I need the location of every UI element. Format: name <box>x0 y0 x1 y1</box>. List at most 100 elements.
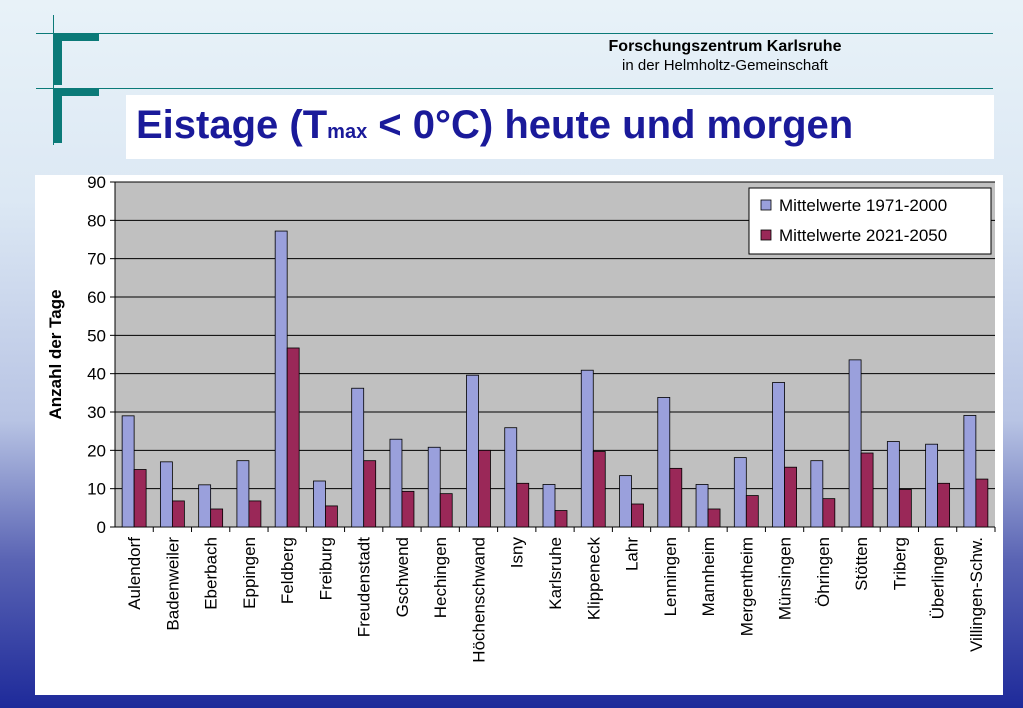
bar-series1 <box>198 484 212 528</box>
title-box: Eistage (Tmax < 0°C) heute und morgen <box>126 95 994 159</box>
title-part-1: Eistage (T <box>136 103 328 147</box>
y-tick-label: 60 <box>87 288 106 307</box>
header-rule-top <box>36 33 993 34</box>
bar-series1 <box>733 457 747 528</box>
x-tick-label: Karlsruhe <box>546 537 565 610</box>
bar-series2 <box>898 489 912 528</box>
x-tick-label: Gschwend <box>393 537 412 617</box>
x-tick-label: Freudenstadt <box>355 537 374 637</box>
bar-series1 <box>963 415 977 528</box>
y-tick-label: 20 <box>87 441 106 460</box>
x-tick-label: Lahr <box>623 537 642 571</box>
bar-series1 <box>695 484 709 528</box>
logo-bar-bottom-vertical <box>53 88 62 143</box>
bar-series2 <box>631 503 644 528</box>
bar-series2 <box>516 482 530 528</box>
x-tick-label: Villingen-Schw. <box>967 537 986 652</box>
bar-series2 <box>171 500 185 528</box>
bar-series2 <box>592 451 606 528</box>
bar-series2 <box>439 493 453 528</box>
bar-series1 <box>772 382 785 528</box>
bar-series1 <box>236 460 250 528</box>
bar-series2 <box>937 482 951 528</box>
bar-series1 <box>925 443 939 528</box>
organization-line-2: in der Helmholtz-Gemeinschaft <box>622 57 828 74</box>
bar-series2 <box>860 452 874 528</box>
logo-bar-bottom-horizontal <box>53 88 99 96</box>
bar-series2 <box>975 478 989 528</box>
y-tick-label: 80 <box>87 211 106 230</box>
bar-series1 <box>619 475 632 528</box>
bar-series1 <box>121 415 135 528</box>
bar-chart: 0 10 20 30 40 50 60 70 80 90 Anzahl der Tage Aulend… <box>46 175 996 663</box>
header-vertical-rule <box>53 15 54 145</box>
x-tick-label: Badenweiler <box>163 537 182 631</box>
logo-bar-top-horizontal <box>53 33 99 41</box>
bar-series2 <box>669 467 683 528</box>
bar-series1 <box>886 441 900 528</box>
y-tick-label: 30 <box>87 403 106 422</box>
x-tick-label: Klippeneck <box>584 537 603 621</box>
bar-series2 <box>401 490 415 528</box>
bar-series2 <box>822 498 836 528</box>
y-tick-label: 70 <box>87 250 106 269</box>
y-tick-label: 40 <box>87 365 106 384</box>
bar-series2 <box>707 508 721 528</box>
y-tick-label: 90 <box>87 175 106 192</box>
title-part-2: < 0°C) heute und morgen <box>367 103 854 147</box>
organization-line-1: Forschungszentrum Karlsruhe <box>608 38 842 55</box>
bar-series1 <box>159 461 173 528</box>
bar-series1 <box>848 359 862 528</box>
x-tick-label: Feldberg <box>278 537 297 604</box>
bar-series2 <box>554 510 568 528</box>
bar-series2 <box>363 460 377 528</box>
x-tick-label: Freiburg <box>316 537 335 600</box>
legend-swatch <box>760 229 772 241</box>
x-tick-label: Lenningen <box>661 537 680 616</box>
bar-series1 <box>542 484 556 528</box>
x-tick-label: Eberbach <box>202 537 221 610</box>
x-tick-label: Stötten <box>852 537 871 591</box>
bar-series1 <box>274 230 288 528</box>
bar-series2 <box>325 505 338 528</box>
legend <box>748 187 992 255</box>
legend-label: Mittelwerte 1971-2000 <box>779 196 947 215</box>
x-tick-label: Mannheim <box>699 537 718 616</box>
bar-series1 <box>389 438 403 528</box>
legend-swatch <box>760 199 772 211</box>
slide-title: Eistage (Tmax < 0°C) heute und morgen <box>136 103 853 148</box>
x-tick-label: Höchenschwand <box>469 537 488 663</box>
x-tick-label: Eppingen <box>240 537 259 609</box>
bar-series1 <box>580 369 594 528</box>
legend-label: Mittelwerte 2021-2050 <box>779 226 947 245</box>
bar-series1 <box>657 397 671 528</box>
chart-container: 0 10 20 30 40 50 60 70 80 90 Anzahl der Tage Aulend… <box>35 175 1003 695</box>
bar-series2 <box>478 449 491 528</box>
bar-series2 <box>784 466 797 528</box>
y-tick-label: 10 <box>87 480 106 499</box>
y-tick-label: 50 <box>87 326 106 345</box>
header-rule-bottom <box>36 88 993 89</box>
x-tick-label: Münsingen <box>776 537 795 620</box>
x-tick-label: Hechingen <box>431 537 450 618</box>
logo-bar-top-vertical <box>53 33 62 85</box>
x-tick-label: Aulendorf <box>125 537 144 610</box>
y-tick-label: 0 <box>97 518 106 537</box>
bar-series2 <box>286 347 300 528</box>
x-tick-label: Isny <box>508 537 527 569</box>
bar-series2 <box>745 495 759 528</box>
bar-series1 <box>427 446 441 528</box>
y-axis-label: Anzahl der Tage <box>46 289 65 419</box>
bar-series2 <box>133 469 147 528</box>
organization-name: Forschungszentrum Karlsruhe in der Helmh… <box>560 38 890 74</box>
title-subscript: max <box>327 121 368 143</box>
bar-series1 <box>313 480 326 528</box>
x-tick-label: Mergentheim <box>737 537 756 636</box>
bar-series1 <box>810 460 824 528</box>
bar-series1 <box>466 374 479 528</box>
bar-series2 <box>248 500 262 528</box>
bar-series1 <box>351 387 365 528</box>
x-tick-label: Triberg <box>890 537 909 590</box>
x-tick-label: Überlingen <box>929 537 948 619</box>
x-tick-label: Öhringen <box>814 537 833 607</box>
